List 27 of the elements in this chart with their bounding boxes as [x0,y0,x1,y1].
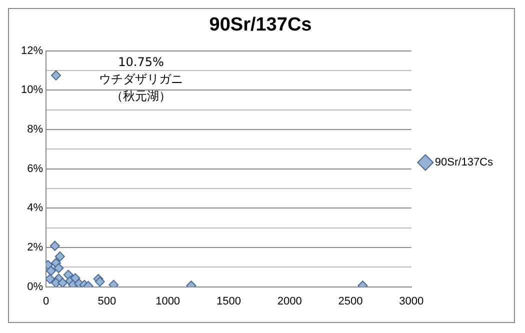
x-tick-label: 2000 [277,295,302,308]
point [94,276,105,287]
chart-title: 90Sr/137Cs [209,14,312,36]
y-tick-label: 10% [20,84,44,96]
y-tick-label: 8% [27,124,44,136]
x-tick-label: 3000 [399,295,424,308]
x-tick-label: 0 [42,295,50,308]
y-tick-label: 6% [27,162,44,175]
y-tick-label: 2% [27,242,44,254]
y-tick-label: 4% [27,202,44,214]
point [54,252,65,262]
x-tick-label: 1000 [156,295,180,308]
annotation: 10.75% [118,54,164,69]
annotation: （秋元湖） [111,88,172,103]
x-tick-label: 1500 [216,295,241,308]
point [58,278,68,287]
x-tick-label: 2500 [338,295,363,308]
y-tick-label: 12% [20,44,44,57]
x-tick-label: 500 [98,295,116,308]
point [51,70,62,80]
point [54,263,64,274]
annotation: ウチダザリガニ [99,72,184,86]
point [46,266,56,276]
y-tick-label: 0% [27,280,44,293]
point [46,274,55,284]
legend-label: 90Sr/137Cs [434,156,494,169]
point [50,240,60,251]
